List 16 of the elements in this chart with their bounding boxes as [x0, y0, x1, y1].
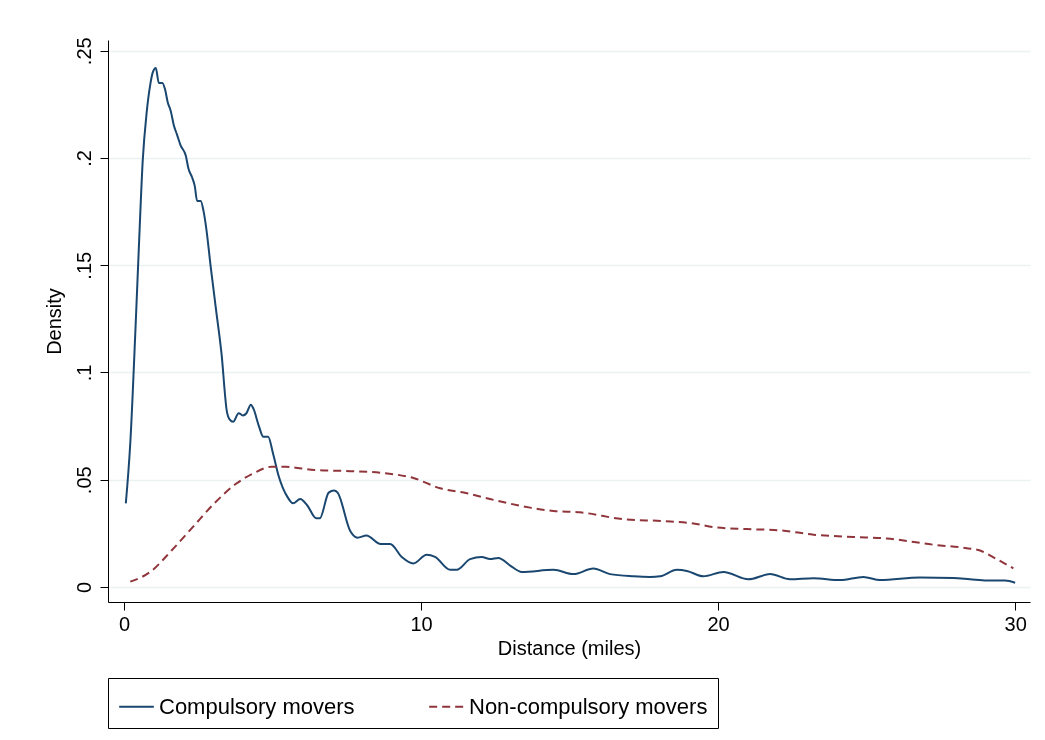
x-tick-label: 30	[1004, 612, 1027, 635]
x-tick-label: 10	[410, 612, 433, 635]
y-tick-label: 0	[72, 581, 95, 594]
x-axis-title: Distance (miles)	[497, 636, 642, 659]
legend-label: Compulsory movers	[159, 693, 355, 719]
y-tick-label: .25	[72, 37, 95, 66]
line-series	[124, 66, 1017, 584]
x-tick-label: 0	[118, 612, 131, 635]
line-series	[129, 465, 1015, 583]
y-tick-label: .1	[72, 364, 95, 382]
y-tick-label: .15	[72, 251, 95, 280]
y-tick-label: .05	[72, 466, 95, 495]
y-axis-title: Density	[42, 288, 65, 355]
x-tick-label: 20	[707, 612, 730, 635]
y-tick-label: .2	[72, 150, 95, 167]
legend-label: Non-compulsory movers	[469, 693, 708, 719]
